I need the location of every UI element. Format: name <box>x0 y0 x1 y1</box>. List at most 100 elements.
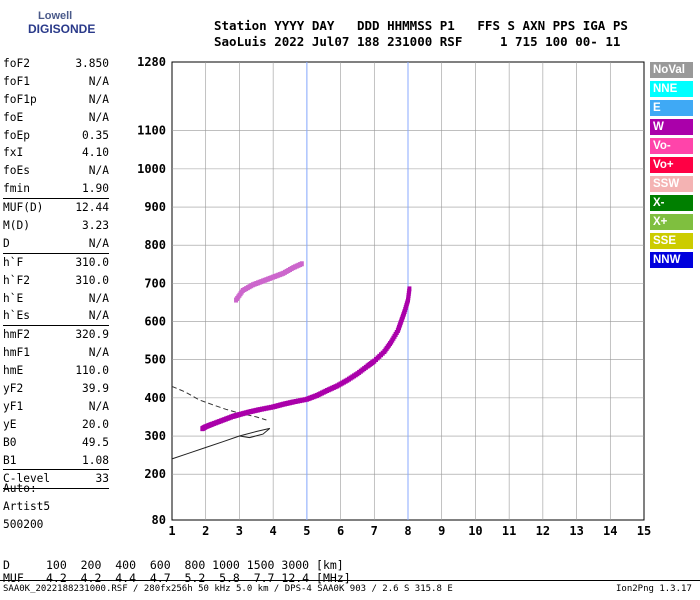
param-value: 12.44 <box>75 201 109 215</box>
legend-item-e: E <box>650 100 693 116</box>
y-tick-label: 1280 <box>137 55 166 69</box>
param-row: foEs N/A <box>3 162 109 180</box>
param-separator <box>3 469 109 471</box>
param-row: foF1 N/A <box>3 73 109 91</box>
param-row: foE N/A <box>3 109 109 127</box>
echo-trace-point <box>291 399 296 405</box>
echo-trace-point <box>302 397 307 403</box>
param-value: 1.08 <box>82 453 109 467</box>
param-label: foF1p <box>3 92 37 106</box>
y-tick-label: 800 <box>144 238 166 252</box>
param-row: foF2 3.850 <box>3 55 109 73</box>
x-tick-label: 6 <box>337 524 344 538</box>
param-row: B1 1.08 <box>3 452 109 470</box>
echo-trace-point <box>264 405 269 411</box>
x-tick-label: 4 <box>270 524 277 538</box>
echo-trace-point <box>266 405 271 411</box>
param-label: h`F2 <box>3 273 30 287</box>
auto-code: 500200 <box>3 517 44 531</box>
legend-item-vo-: Vo- <box>650 138 693 154</box>
param-value: N/A <box>88 346 109 360</box>
param-row: C-level 33 <box>3 470 109 488</box>
muf-distance-label: D <box>3 558 10 572</box>
param-label: foEp <box>3 128 30 142</box>
param-label: foEs <box>3 164 30 178</box>
param-row: h`Es N/A <box>3 307 109 325</box>
param-row: yF2 39.9 <box>3 380 109 398</box>
param-row: hmF1 N/A <box>3 344 109 362</box>
param-row: h`F 310.0 <box>3 254 109 272</box>
param-value: N/A <box>88 291 109 305</box>
param-label: B1 <box>3 453 17 467</box>
param-row: B0 49.5 <box>3 434 109 452</box>
x-tick-label: 7 <box>371 524 378 538</box>
legend-item-nnw: NNW <box>650 252 693 268</box>
param-value: 33 <box>95 472 109 486</box>
profile-curve-solid <box>171 427 271 460</box>
param-value: 4.10 <box>82 146 109 160</box>
x-tick-label: 3 <box>236 524 243 538</box>
x-tick-label: 9 <box>438 524 445 538</box>
echo-trace-point <box>293 399 298 405</box>
param-label: hmF1 <box>3 346 30 360</box>
logo-digisonde: DIGISONDE <box>28 22 96 36</box>
auto-label: Auto: <box>3 482 37 495</box>
legend-item-sse: SSE <box>650 233 693 249</box>
param-value: N/A <box>88 74 109 88</box>
param-label: B0 <box>3 435 17 449</box>
param-row: yE 20.0 <box>3 416 109 434</box>
param-label: h`E <box>3 291 24 305</box>
auto-info: Auto: Artist5 500200 <box>3 480 50 534</box>
echo-trace-point <box>295 398 300 404</box>
param-label: h`Es <box>3 309 30 323</box>
y-tick-label: 400 <box>144 391 166 405</box>
param-label: foE <box>3 110 24 124</box>
x-tick-label: 11 <box>502 524 516 538</box>
header-line-1: Station YYYY DAY DDD HHMMSS P1 FFS S AXN… <box>214 18 628 33</box>
param-value: N/A <box>88 92 109 106</box>
param-row: foF1p N/A <box>3 91 109 109</box>
footer-version: Ion2Png 1.3.17 <box>616 584 692 594</box>
param-row: MUF(D) 12.44 <box>3 199 109 217</box>
x-tick-label: 12 <box>536 524 550 538</box>
param-separator <box>3 488 109 490</box>
param-label: M(D) <box>3 219 30 233</box>
param-label: foF2 <box>3 57 30 70</box>
param-row: D N/A <box>3 235 109 253</box>
param-row: yF1 N/A <box>3 398 109 416</box>
param-row: h`E N/A <box>3 290 109 308</box>
x-echo-trace-point <box>299 261 304 267</box>
y-tick-label: 80 <box>152 513 166 527</box>
legend-item-x-: X- <box>650 195 693 211</box>
param-label: D <box>3 236 10 250</box>
legend-item-noval: NoVal <box>650 62 693 78</box>
x-tick-label: 13 <box>569 524 583 538</box>
echo-trace-point <box>268 404 273 410</box>
echo-trace-point <box>262 406 267 412</box>
param-row: hmF2 320.9 <box>3 326 109 344</box>
y-tick-label: 1000 <box>137 162 166 176</box>
param-value: 310.0 <box>75 255 109 269</box>
y-tick-label: 1100 <box>137 124 166 138</box>
echo-trace-point <box>407 286 412 292</box>
muf-value-row: 4.2 4.2 4.4 4.7 5.2 5.8 7.7 12.4 [MHz] <box>46 571 351 585</box>
param-separator <box>3 198 109 200</box>
echo-trace-point <box>298 398 303 404</box>
param-value: 3.850 <box>75 57 109 70</box>
param-label: MUF(D) <box>3 201 44 215</box>
param-value: 39.9 <box>82 382 109 396</box>
param-label: fxI <box>3 146 24 160</box>
footer-file-info: SAA0K_2022188231000.RSF / 280fx256h 50 k… <box>3 584 453 594</box>
x-tick-label: 15 <box>637 524 651 538</box>
param-value: N/A <box>88 399 109 413</box>
legend-item-x-: X+ <box>650 214 693 230</box>
param-label: foF1 <box>3 74 30 88</box>
y-tick-label: 900 <box>144 200 166 214</box>
x-tick-label: 2 <box>202 524 209 538</box>
param-value: 20.0 <box>82 417 109 431</box>
param-row: foEp 0.35 <box>3 127 109 145</box>
profile-curve-dashed <box>171 385 267 421</box>
x-tick-label: 1 <box>168 524 175 538</box>
logo-lowell: Lowell <box>38 10 73 22</box>
